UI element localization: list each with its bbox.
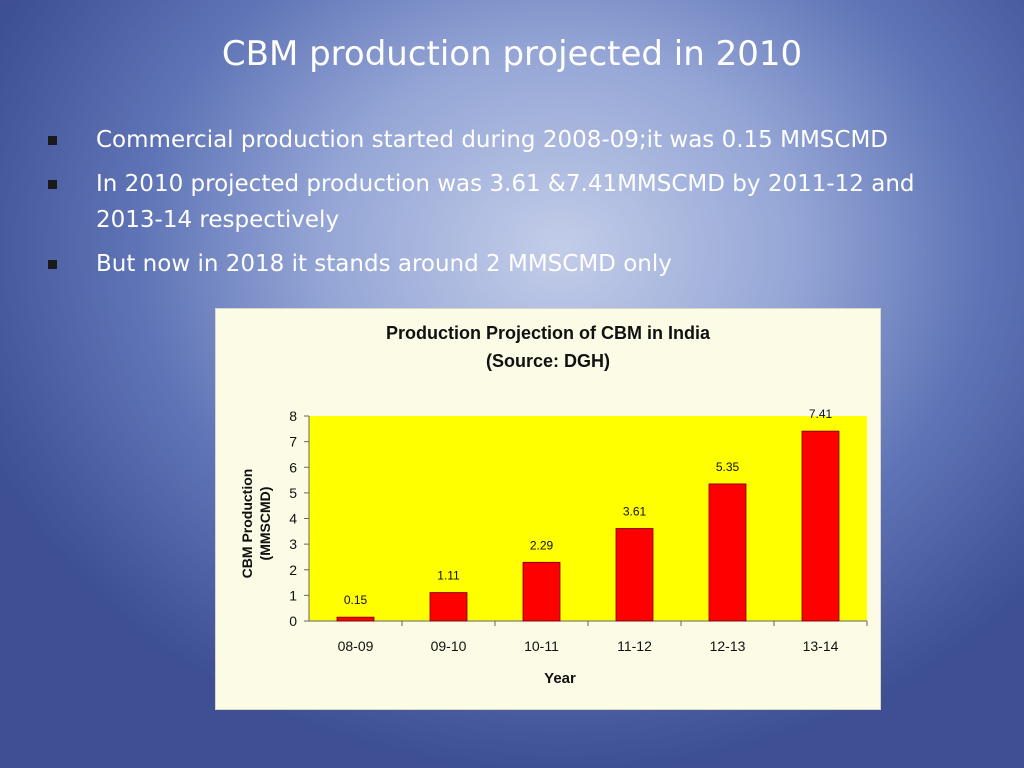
data-label: 3.61 — [623, 504, 647, 518]
y-tick-label: 1 — [289, 587, 297, 603]
bar — [708, 483, 747, 622]
chart-subtitle: (Source: DGH) — [485, 351, 610, 371]
bullet-square-icon — [48, 260, 57, 269]
bar-chart: 0 1 2 3 4 5 6 7 8 0.15 08-09 1.11 09-10 2.29 10-11 3.61… — [239, 407, 868, 687]
x-axis-title: Year — [544, 670, 576, 687]
data-label: 5.35 — [716, 460, 740, 474]
plot-area — [309, 416, 867, 621]
bullet-list: Commercial production started during 200… — [44, 122, 984, 290]
y-axis-title: CBM Production — [239, 469, 255, 579]
bullet-text: Commercial production started during 200… — [96, 127, 889, 153]
bar — [429, 592, 468, 622]
data-label: 1.11 — [437, 569, 460, 583]
bullet-text: But now in 2018 it stands around 2 MMSCM… — [96, 251, 672, 277]
bullet-item: In 2010 projected production was 3.61 &7… — [44, 166, 984, 238]
x-tick-label: 10-11 — [524, 638, 559, 654]
bar — [522, 561, 561, 622]
y-tick-label: 8 — [289, 408, 297, 424]
x-tick-label: 08-09 — [338, 638, 374, 654]
data-label: 7.41 — [809, 407, 833, 421]
chart-panel: Production Projection of CBM in India (S… — [215, 308, 881, 710]
y-tick-label: 6 — [289, 459, 297, 475]
y-tick-label: 3 — [289, 536, 297, 552]
x-tick-label: 13-14 — [803, 638, 839, 654]
bullet-text: In 2010 projected production was 3.61 &7… — [96, 171, 915, 233]
bullet-square-icon — [48, 136, 57, 145]
y-tick-label: 2 — [289, 562, 297, 578]
data-label: 2.29 — [530, 538, 554, 552]
y-tick-label: 5 — [289, 485, 297, 501]
bar — [336, 616, 375, 622]
bullet-square-icon — [48, 180, 57, 189]
x-tick-label: 09-10 — [431, 638, 467, 654]
y-axis-title: (MMSCMD) — [257, 487, 273, 561]
bar — [615, 528, 654, 622]
x-tick-label: 11-12 — [617, 638, 652, 654]
slide-title: CBM production projected in 2010 — [221, 34, 803, 74]
data-label: 0.15 — [344, 593, 368, 607]
bullet-item: Commercial production started during 200… — [44, 122, 984, 158]
bar — [801, 430, 840, 622]
bullet-item: But now in 2018 it stands around 2 MMSCM… — [44, 246, 984, 282]
y-tick-label: 0 — [289, 613, 297, 629]
y-tick-label: 4 — [289, 511, 297, 527]
y-tick-label: 7 — [289, 434, 297, 450]
x-tick-label: 12-13 — [710, 638, 746, 654]
chart-title: Production Projection of CBM in India — [386, 323, 710, 343]
